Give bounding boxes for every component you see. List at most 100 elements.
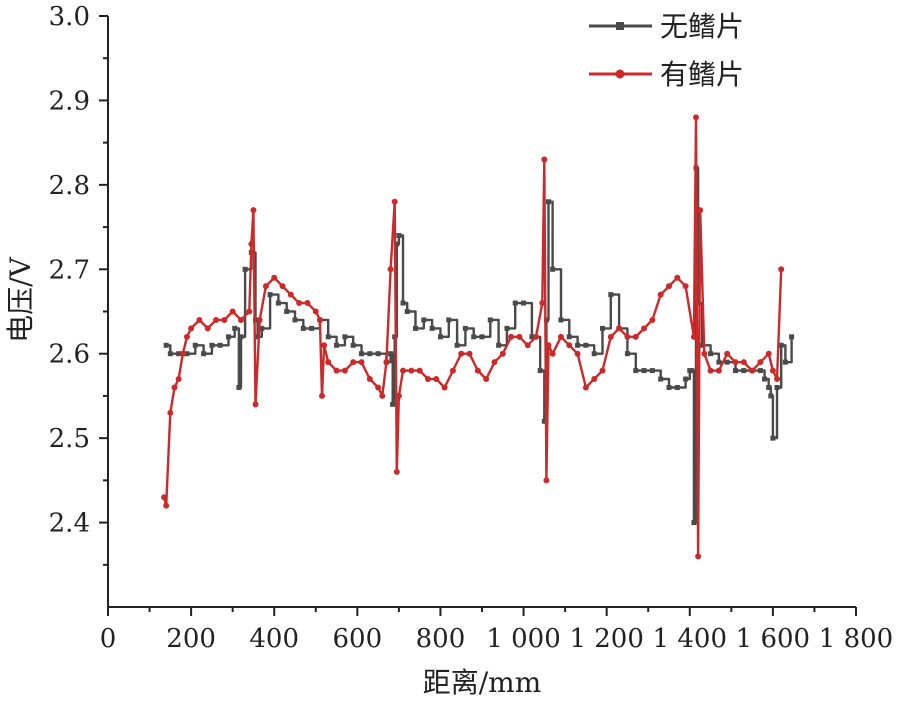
data-point [774, 384, 780, 390]
data-point [416, 367, 423, 374]
data-point [221, 316, 228, 323]
data-point [242, 266, 248, 272]
data-point [390, 401, 396, 407]
data-point [689, 368, 695, 374]
data-point [566, 342, 573, 349]
x-tick-label: 800 [416, 624, 466, 654]
data-point [256, 316, 263, 323]
data-point [471, 334, 477, 340]
series-2 [161, 114, 785, 560]
data-point [284, 309, 290, 314]
data-point [770, 435, 776, 441]
data-point [446, 317, 452, 323]
data-point [574, 350, 581, 357]
data-point [566, 334, 572, 340]
data-point [296, 300, 303, 307]
data-point [724, 359, 730, 365]
data-point [226, 334, 232, 340]
data-point [537, 368, 543, 374]
data-point [557, 333, 564, 340]
data-point [649, 316, 656, 323]
data-point [600, 325, 606, 331]
data-point [163, 502, 170, 509]
data-point [237, 316, 244, 323]
y-tick-label: 2.8 [49, 171, 90, 201]
data-point [649, 368, 655, 374]
data-point [209, 342, 215, 348]
data-point [167, 351, 173, 357]
data-point [608, 292, 614, 298]
y-axis-ticks: 2.4 2.5 2.6 2.7 2.8 2.9 3.0 [49, 2, 108, 566]
data-point [393, 468, 400, 475]
data-point [396, 233, 402, 239]
data-point [543, 477, 550, 484]
data-point [176, 351, 182, 357]
x-tick-label: 1 400 [653, 624, 727, 654]
x-tick-label: 0 [100, 624, 117, 654]
data-point [163, 342, 169, 348]
data-point [271, 274, 278, 281]
data-point [749, 367, 756, 374]
data-point [433, 376, 440, 383]
data-point [633, 368, 639, 374]
data-point [575, 342, 581, 348]
data-point [312, 308, 319, 315]
data-point [724, 350, 731, 357]
data-point [491, 359, 498, 366]
series-line [162, 116, 783, 558]
data-point [708, 351, 714, 357]
y-axis-label: 电压/V [4, 256, 37, 342]
data-point [196, 316, 203, 323]
data-point [232, 325, 238, 331]
data-point [499, 350, 506, 357]
data-point [375, 384, 382, 391]
data-point [582, 384, 589, 391]
data-point [740, 359, 747, 366]
x-tick-label: 400 [249, 624, 299, 654]
data-point [516, 333, 523, 340]
data-point [454, 342, 460, 348]
data-point [321, 342, 328, 349]
data-point [404, 309, 410, 314]
y-tick-label: 2.7 [49, 255, 90, 285]
data-point [632, 333, 639, 340]
data-point [262, 283, 269, 290]
y-tick-label: 2.6 [49, 340, 90, 370]
data-point [424, 376, 431, 383]
data-point [413, 325, 419, 331]
data-point [383, 359, 390, 366]
data-point [674, 384, 680, 390]
data-point [388, 351, 394, 357]
data-point [238, 334, 244, 340]
data-point [539, 300, 546, 307]
data-point [607, 333, 614, 340]
data-point [167, 409, 174, 416]
data-point [591, 351, 597, 357]
data-point [545, 342, 552, 349]
data-point [765, 350, 772, 357]
data-point [188, 325, 195, 332]
data-point [782, 359, 788, 365]
data-point [769, 367, 776, 374]
data-point [201, 351, 207, 357]
data-point [504, 325, 510, 331]
data-point [697, 207, 704, 214]
data-point [674, 274, 681, 281]
data-point [287, 291, 294, 298]
data-point [279, 283, 286, 290]
data-point [252, 401, 259, 408]
data-point [250, 207, 257, 214]
data-point [358, 351, 364, 357]
data-point [379, 392, 386, 399]
data-point [487, 317, 493, 323]
data-point [350, 359, 357, 366]
x-tick-label: 200 [166, 624, 216, 654]
data-point [466, 350, 473, 357]
data-point [715, 367, 722, 374]
data-point [789, 334, 795, 340]
x-tick-label: 1 200 [569, 624, 643, 654]
x-tick-label: 1 800 [819, 624, 893, 654]
data-point [549, 350, 556, 357]
data-point [441, 384, 448, 391]
data-point [342, 334, 348, 340]
